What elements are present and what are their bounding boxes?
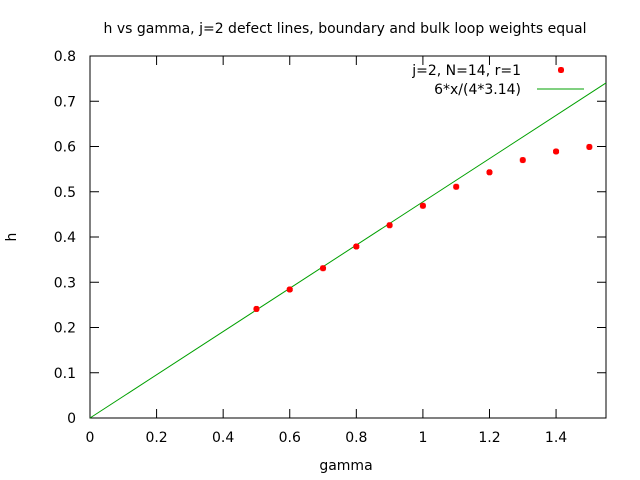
legend-point-marker	[558, 67, 564, 73]
data-point	[453, 183, 460, 190]
y-tick-label: 0.2	[54, 321, 76, 337]
data-point	[253, 305, 260, 312]
marker-core	[586, 144, 592, 150]
y-axis-label: h	[4, 233, 20, 242]
x-tick-label: 0.2	[145, 430, 167, 446]
plot-frame	[89, 55, 607, 419]
legend-label-function: 6*x/(4*3.14)	[434, 82, 521, 98]
legend-label-points: j=2, N=14, r=1	[411, 63, 521, 79]
data-points-layer	[253, 143, 593, 312]
x-tick-label: 1.4	[545, 430, 567, 446]
marker-core	[520, 157, 526, 163]
y-tick-label: 0.8	[54, 49, 76, 65]
y-tick-label: 0.7	[54, 94, 76, 110]
marker-core	[453, 184, 459, 190]
ticks	[89, 55, 606, 419]
y-tick-label: 0.3	[54, 275, 76, 291]
legend-marker-points	[558, 67, 564, 73]
data-point	[419, 202, 426, 209]
data-point	[553, 148, 560, 155]
marker-core	[486, 169, 492, 175]
x-tick-label: 0.6	[279, 430, 301, 446]
data-point	[353, 243, 360, 250]
marker-core	[420, 203, 426, 209]
data-point	[386, 222, 393, 229]
function-line	[89, 82, 607, 419]
data-point	[586, 143, 593, 150]
x-tick-label: 1.2	[478, 430, 500, 446]
y-tick-labels: 0 0.1 0.2 0.3 0.4 0.5 0.6 0.7 0.8	[54, 49, 76, 427]
chart-title: h vs gamma, j=2 defect lines, boundary a…	[104, 21, 587, 37]
y-tick-label: 0.5	[54, 185, 76, 201]
x-tick-label: 1	[418, 430, 427, 446]
data-point	[286, 286, 293, 293]
marker-core	[320, 265, 326, 271]
legend: j=2, N=14, r=1 6*x/(4*3.14)	[411, 63, 584, 98]
marker-core	[387, 222, 393, 228]
x-tick-label: 0.8	[345, 430, 367, 446]
x-tick-label: 0.4	[212, 430, 234, 446]
marker-core	[558, 67, 564, 73]
marker-core	[353, 244, 359, 250]
x-tick-label: 0	[86, 430, 95, 446]
data-point	[320, 265, 327, 272]
y-tick-label: 0.1	[54, 366, 76, 382]
y-tick-label: 0	[67, 411, 76, 427]
x-tick-labels: 0 0.2 0.4 0.6 0.8 1 1.2 1.4	[86, 430, 568, 446]
x-axis-label: gamma	[319, 458, 372, 474]
data-point	[486, 169, 493, 176]
marker-core	[253, 306, 259, 312]
marker-core	[553, 148, 559, 154]
marker-core	[287, 286, 293, 292]
y-tick-label: 0.6	[54, 140, 76, 156]
data-point	[519, 157, 526, 164]
y-tick-label: 0.4	[54, 230, 76, 246]
function-line-layer	[89, 82, 607, 419]
